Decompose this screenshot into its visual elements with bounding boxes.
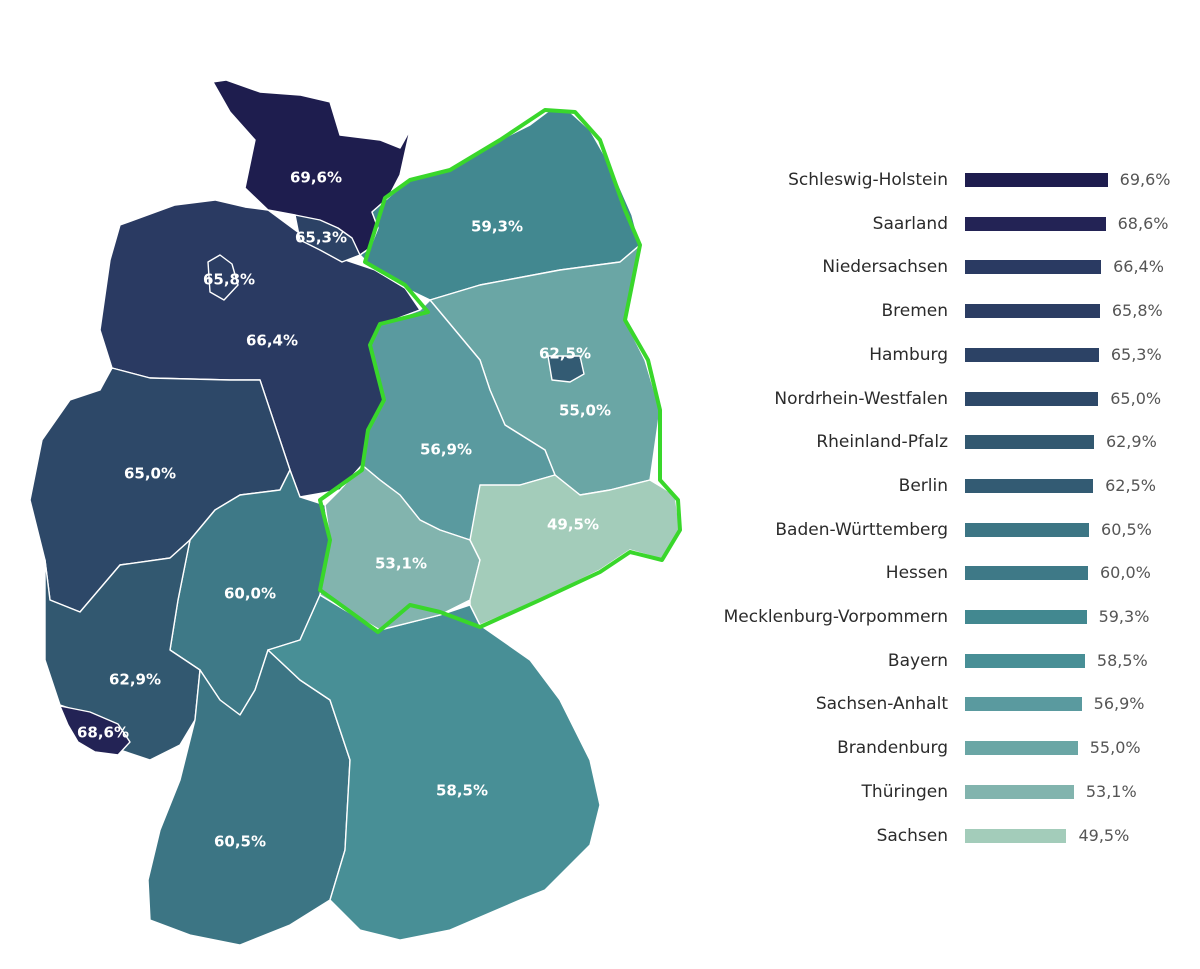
bar[interactable] <box>965 784 1074 799</box>
bar-label: Schleswig-Holstein <box>788 170 948 190</box>
bar-value-label: 60,5% <box>1101 519 1152 539</box>
east-germany-outline <box>318 108 682 634</box>
map-label-bremen: 65,8% <box>203 271 255 289</box>
bar[interactable] <box>965 435 1094 450</box>
bar[interactable] <box>965 216 1106 231</box>
bar-label: Bayern <box>887 650 948 671</box>
bar-row[interactable]: Mecklenburg-Vorpommern 59,3% <box>700 603 1200 631</box>
bar[interactable] <box>965 478 1094 493</box>
bar-row[interactable]: Thüringen 53,1% <box>700 778 1200 806</box>
map-label-schleswig-holstein: 69,6% <box>290 169 342 187</box>
bar-row[interactable]: Bayern 58,5% <box>700 647 1200 675</box>
bar[interactable] <box>965 741 1078 756</box>
bar[interactable] <box>965 566 1088 581</box>
bar-chart: Schleswig-Holstein 69,6% Saarland 68,6% Nied… <box>700 0 1200 969</box>
map-state-sachsen[interactable] <box>469 474 681 626</box>
bar-value-label: 49,5% <box>1078 825 1130 845</box>
map-label-th-ringen: 53,1% <box>375 555 427 573</box>
bar-label: Berlin <box>898 475 948 496</box>
bar-label: Hamburg <box>869 344 948 365</box>
map-label-brandenburg: 55,0% <box>559 402 611 420</box>
bar-value-label: 62,9% <box>1105 432 1157 452</box>
bar-label: Thüringen <box>861 781 948 802</box>
map-label-bayern: 58,5% <box>436 782 488 800</box>
bar-value-label: 65,0% <box>1110 388 1162 408</box>
bar-value-label: 58,5% <box>1096 650 1148 670</box>
map-label-rheinland-pfalz: 62,9% <box>109 671 161 689</box>
bar-row[interactable]: Nordrhein-Westfalen 65,0% <box>700 385 1200 413</box>
bar-value-label: 56,9% <box>1093 694 1145 714</box>
map-state-bremen[interactable] <box>207 254 239 301</box>
bar-value-label: 65,8% <box>1111 301 1163 321</box>
bar-value-label: 55,0% <box>1089 738 1141 758</box>
map-label-hamburg: 65,3% <box>295 229 347 247</box>
bar-row[interactable]: Saarland 68,6% <box>700 210 1200 238</box>
bar-value-label: 66,4% <box>1113 257 1164 277</box>
bar-label: Saarland <box>872 213 948 234</box>
bar-label: Hessen <box>885 563 948 584</box>
map-label-baden-w-rttemberg: 60,5% <box>214 833 266 851</box>
bar-row[interactable]: Hessen 60,0% <box>700 559 1200 587</box>
bar-label: Mecklenburg-Vorpommern <box>723 607 948 627</box>
bar-label: Bremen <box>881 301 948 322</box>
bar[interactable] <box>965 697 1082 712</box>
bar-row[interactable]: Berlin 62,5% <box>700 472 1200 500</box>
map-label-niedersachsen: 66,4% <box>246 332 298 350</box>
bar[interactable] <box>965 260 1102 275</box>
bar-value-label: 62,5% <box>1105 475 1156 495</box>
bar-row[interactable]: Sachsen 49,5% <box>700 822 1200 850</box>
bar-value-label: 69,6% <box>1119 170 1171 189</box>
map-label-saarland: 68,6% <box>77 724 129 742</box>
map-state-bayern[interactable] <box>267 594 601 941</box>
bar[interactable] <box>965 653 1085 668</box>
map-label-sachsen-anhalt: 56,9% <box>420 441 472 459</box>
bar-row[interactable]: Brandenburg 55,0% <box>700 734 1200 762</box>
bar-row[interactable]: Rheinland-Pfalz 62,9% <box>700 428 1200 456</box>
bar-label: Rheinland-Pfalz <box>816 432 948 453</box>
bar-row[interactable]: Baden-Württemberg 60,5% <box>700 516 1200 544</box>
bar-label: Sachsen-Anhalt <box>815 694 948 715</box>
bar-value-label: 68,6% <box>1117 213 1169 233</box>
bar[interactable] <box>965 347 1099 362</box>
bar-row[interactable]: Hamburg 65,3% <box>700 341 1200 369</box>
map-state-berlin[interactable] <box>547 355 585 383</box>
bar-label: Brandenburg <box>837 738 948 759</box>
bar-value-label: 65,3% <box>1110 344 1162 364</box>
bar-row[interactable]: Niedersachsen 66,4% <box>700 253 1200 281</box>
bar-value-label: 59,3% <box>1098 607 1150 626</box>
map-label-nordrhein-westfalen: 65,0% <box>124 465 176 483</box>
bar-row[interactable]: Schleswig-Holstein 69,6% <box>700 166 1200 194</box>
map-label-mecklenburg-vorpommern: 59,3% <box>471 218 523 236</box>
bar[interactable] <box>965 391 1099 406</box>
germany-map: 69,6% 65,3% 65,8% 66,4% 65,0% 60,0% 62,9% 68,6%… <box>29 67 682 946</box>
bar[interactable] <box>965 173 1108 187</box>
bar-value-label: 60,0% <box>1100 563 1151 583</box>
bar[interactable] <box>965 610 1087 624</box>
bar-label: Nordrhein-Westfalen <box>774 388 948 409</box>
bar-row[interactable]: Bremen 65,8% <box>700 297 1200 325</box>
bar[interactable] <box>965 304 1100 319</box>
bar-label: Baden-Württemberg <box>775 519 948 540</box>
bar[interactable] <box>965 828 1067 843</box>
map-label-berlin: 62,5% <box>539 345 591 363</box>
bar-value-label: 53,1% <box>1085 781 1137 801</box>
bar-label: Sachsen <box>876 825 948 846</box>
map-state-saarland[interactable] <box>59 705 131 756</box>
map-label-hessen: 60,0% <box>224 585 276 603</box>
bar[interactable] <box>965 522 1090 537</box>
map-label-sachsen: 49,5% <box>547 516 599 534</box>
bar-label: Niedersachsen <box>822 257 948 278</box>
bar-row[interactable]: Sachsen-Anhalt 56,9% <box>700 690 1200 718</box>
